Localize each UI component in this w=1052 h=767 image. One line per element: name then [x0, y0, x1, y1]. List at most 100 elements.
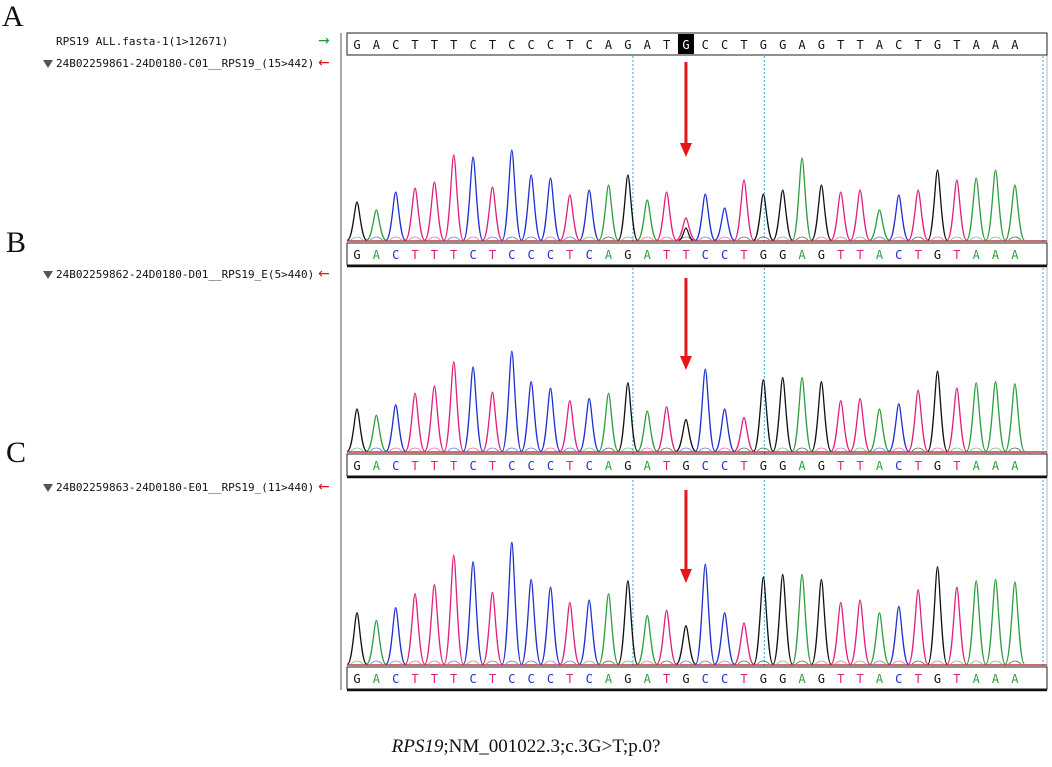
called-base: C	[702, 248, 709, 262]
called-base: G	[779, 459, 786, 473]
trace-noise	[428, 236, 441, 241]
trace-noise	[853, 236, 867, 241]
sample-label-row-b[interactable]: 24B02259862-24D0180-D01__RPS19_E(5>440)	[43, 268, 314, 282]
trace-peak	[424, 583, 445, 665]
trace-peak	[540, 387, 561, 452]
trace-peak	[385, 404, 406, 452]
reverse-arrow-icon: ←	[318, 55, 330, 71]
called-base: G	[624, 672, 631, 686]
sample-label-row-a[interactable]: 24B02259861-24D0180-C01__RPS19_(15>442)	[43, 57, 314, 71]
reference-base: A	[992, 38, 1000, 52]
reference-label: RPS19 ALL.fasta-1(1>12671)	[56, 35, 229, 48]
trace-peak	[946, 387, 967, 452]
expand-triangle-icon[interactable]	[43, 271, 53, 279]
reference-base: A	[876, 38, 884, 52]
trace-peak	[888, 605, 909, 665]
called-base: G	[818, 672, 825, 686]
trace-noise	[989, 660, 1002, 665]
trace-peak	[404, 592, 426, 665]
trace-noise	[582, 447, 596, 452]
called-base: C	[528, 672, 535, 686]
trace-noise	[505, 660, 519, 665]
called-base: T	[431, 672, 438, 686]
trace-peak	[830, 399, 851, 452]
reference-base: T	[663, 38, 670, 52]
expand-triangle-icon[interactable]	[43, 60, 53, 68]
trace-peak	[1004, 184, 1026, 241]
expand-triangle-icon[interactable]	[43, 484, 53, 492]
called-base: A	[798, 459, 806, 473]
trace-noise	[679, 447, 693, 452]
reference-base: C	[528, 38, 535, 52]
trace-noise	[428, 660, 441, 665]
trace-noise	[582, 236, 596, 241]
called-base: A	[992, 672, 1000, 686]
trace-noise	[718, 660, 731, 665]
trace-peak	[366, 414, 387, 452]
trace-peak	[869, 612, 890, 665]
called-base: G	[818, 248, 825, 262]
trace-noise	[834, 447, 848, 452]
trace-noise	[911, 447, 925, 452]
trace-peak	[501, 149, 522, 241]
trace-peak	[579, 599, 600, 665]
called-base: C	[392, 672, 399, 686]
trace-peak	[540, 586, 561, 665]
called-base: T	[915, 248, 922, 262]
trace-peak	[424, 181, 445, 241]
called-base: A	[373, 672, 381, 686]
called-base: T	[740, 248, 747, 262]
reverse-arrow-icon: ←	[318, 479, 330, 495]
trace-noise	[718, 447, 731, 452]
called-base: C	[721, 672, 728, 686]
called-base: C	[586, 672, 593, 686]
called-base: A	[605, 248, 613, 262]
trace-peak	[424, 385, 445, 452]
trace-peak	[598, 184, 619, 241]
sample-label-b: 24B02259862-24D0180-D01__RPS19_E(5>440)	[56, 268, 315, 281]
called-base: G	[624, 459, 631, 473]
called-base: T	[856, 459, 863, 473]
trace-noise	[660, 236, 673, 241]
called-base: A	[605, 459, 613, 473]
trace-peak	[927, 370, 948, 452]
called-base: T	[489, 672, 496, 686]
sample-label-row-c[interactable]: 24B02259863-24D0180-E01__RPS19_(11>440)	[43, 481, 314, 495]
trace-peak	[385, 607, 406, 665]
trace-noise	[931, 447, 944, 452]
called-base: T	[682, 248, 689, 262]
called-base: G	[934, 459, 941, 473]
caption-variant: ;NM_001022.3;c.3G>T;p.0?	[443, 736, 661, 757]
trace-noise	[931, 660, 944, 665]
called-base: G	[353, 459, 360, 473]
trace-noise	[389, 660, 402, 665]
trace-peak	[598, 592, 619, 665]
reference-base: C	[721, 38, 728, 52]
trace-noise	[931, 236, 944, 241]
trace-peak	[849, 599, 871, 665]
trace-peak	[462, 156, 484, 241]
called-base: C	[508, 672, 515, 686]
called-base: C	[895, 672, 902, 686]
trace-peak	[676, 418, 696, 452]
trace-peak	[521, 381, 542, 452]
trace-noise	[660, 447, 673, 452]
trace-peak	[404, 187, 426, 241]
caption-gene: RPS19	[391, 736, 444, 757]
called-base: C	[895, 459, 902, 473]
called-base: G	[934, 672, 941, 686]
called-base: T	[489, 459, 496, 473]
trace-peak	[733, 416, 755, 452]
reference-base: A	[1011, 38, 1019, 52]
called-base: T	[489, 248, 496, 262]
trace-noise	[660, 660, 673, 665]
called-base: A	[992, 248, 1000, 262]
trace-peak	[559, 601, 580, 665]
trace-noise	[563, 447, 577, 452]
trace-peak	[637, 410, 658, 452]
trace-peak	[482, 391, 503, 452]
trace-noise	[950, 660, 964, 665]
called-base: T	[856, 248, 863, 262]
reference-base: G	[779, 38, 786, 52]
trace-peak	[443, 361, 464, 452]
